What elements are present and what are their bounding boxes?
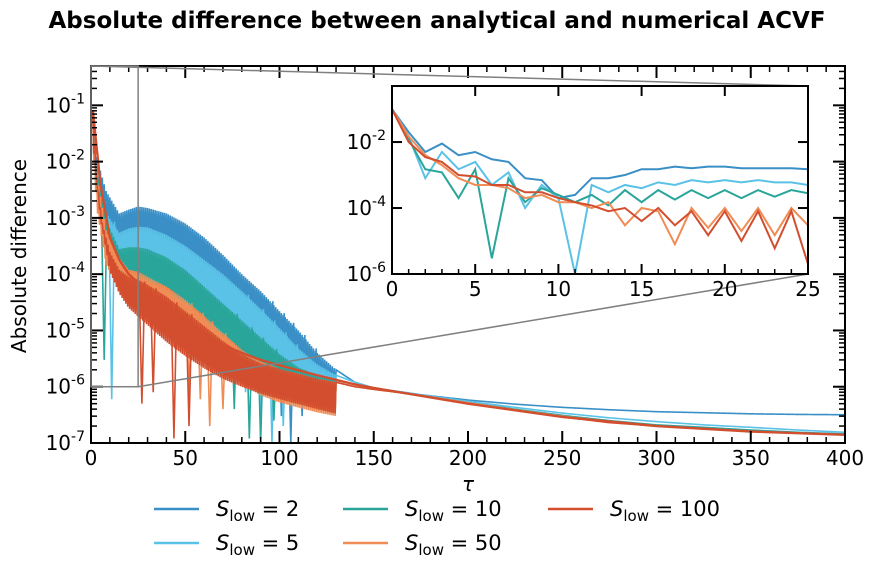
- y-tick-label: 10-3: [46, 204, 85, 230]
- inset-series-line-0: [392, 108, 808, 200]
- inset-series-line-2: [392, 108, 808, 259]
- series-dip-1-0: [108, 221, 116, 400]
- inset-series-line-1: [392, 108, 808, 274]
- x-tick-label: 200: [449, 446, 487, 470]
- y-tick-label: 10-2: [46, 148, 85, 174]
- legend-label-3: Slow = 50: [405, 531, 502, 559]
- main-plot: 0 50 100 150 200 250 300 350 40010-710-610-510-4…: [46, 65, 864, 470]
- legend-label-4: Slow = 100: [610, 497, 720, 525]
- series-lines: [91, 110, 845, 443]
- y-axis-label: Absolute difference: [7, 159, 31, 353]
- inset-x-tick-label: 0: [386, 277, 399, 301]
- y-tick-label: 10-6: [46, 373, 86, 399]
- inset-x-tick-label: 15: [629, 277, 654, 301]
- inset-y-tick-label: 10-4: [347, 194, 387, 220]
- x-tick-label: 250: [543, 446, 581, 470]
- legend-label-0: Slow = 2: [216, 497, 299, 525]
- series-dip-4-1: [149, 288, 157, 393]
- inset-plot: 0 5 10 15 20 25 10-6 10-4 10-2: [347, 85, 821, 301]
- inset-x-tick-label: 5: [469, 277, 482, 301]
- zoom-connector-bottom: [138, 273, 809, 388]
- zoom-connector-top: [90, 65, 809, 87]
- zoom-indicator: [90, 65, 809, 388]
- legend-label-1: Slow = 5: [216, 531, 299, 559]
- series-dip-4-2: [170, 302, 178, 439]
- y-tick-label: 10-4: [46, 260, 86, 286]
- y-tick-label: 10-7: [46, 429, 85, 455]
- inset-x-tick-label: 10: [546, 277, 571, 301]
- y-tick-label: 10-5: [46, 316, 85, 342]
- inset-series-line-3: [392, 108, 808, 247]
- inset-frame: [391, 85, 809, 275]
- inset-y-tick-label: 10-2: [347, 128, 386, 154]
- series-dip-4-3: [185, 314, 193, 427]
- inset-x-tick-label: 20: [712, 277, 737, 301]
- x-tick-label: 50: [173, 446, 198, 470]
- y-tick-label: 10-1: [46, 91, 85, 117]
- chart-title: Absolute difference between analytical a…: [49, 8, 826, 34]
- legend-label-2: Slow = 10: [405, 497, 502, 525]
- legend: Slow = 2 Slow = 5 Slow = 10 Slow = 50 Slow =…: [154, 497, 720, 559]
- x-tick-label: 100: [260, 446, 298, 470]
- x-axis-label: τ: [462, 472, 475, 496]
- inset-y-tick-label: 10-6: [347, 260, 387, 286]
- x-tick-label: 400: [826, 446, 864, 470]
- series-mean-line-4: [91, 110, 845, 436]
- inset-series-line-4: [392, 108, 808, 265]
- x-tick-label: 150: [355, 446, 393, 470]
- x-tick-label: 350: [732, 446, 770, 470]
- inset-x-tick-label: 25: [795, 277, 820, 301]
- inset-series-lines: [392, 108, 808, 274]
- inset-background: [392, 86, 808, 274]
- x-tick-label: 300: [637, 446, 675, 470]
- x-tick-label: 0: [85, 446, 98, 470]
- series-dip-4-0: [138, 281, 146, 404]
